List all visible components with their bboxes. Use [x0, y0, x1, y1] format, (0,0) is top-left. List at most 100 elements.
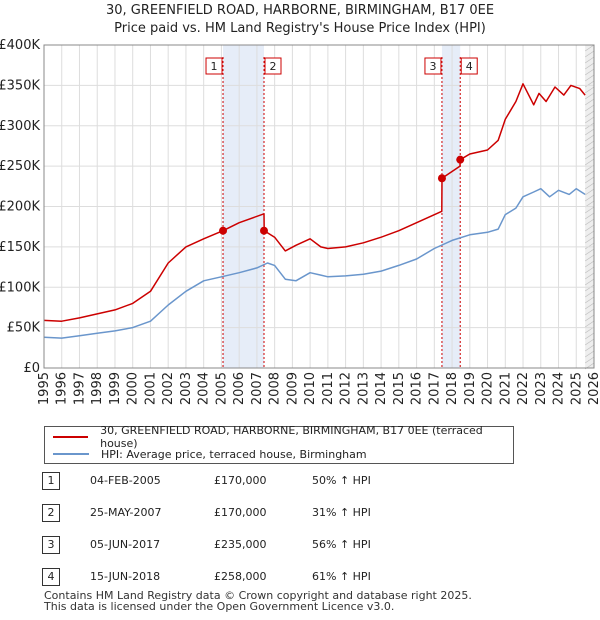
row-date: 15-JUN-2018 [90, 570, 161, 583]
row-price: £235,000 [214, 538, 267, 551]
x-tick-label: 2000 [126, 372, 141, 405]
x-tick-label: 2013 [356, 372, 371, 405]
y-tick-label: £0 [23, 361, 40, 376]
forecast-hatch [584, 194, 595, 202]
x-tick-label: 2017 [427, 372, 442, 405]
forecast-hatch [584, 152, 595, 160]
title-line-1: 30, GREENFIELD ROAD, HARBORNE, BIRMINGHA… [105, 3, 495, 18]
legend: 30, GREENFIELD ROAD, HARBORNE, BIRMINGHA… [44, 424, 514, 464]
x-tick-label: 2019 [463, 372, 478, 405]
x-tick-label: 1998 [90, 372, 105, 405]
table-row: 4 15-JUN-2018 £258,000 61% ↑ HPI [42, 568, 442, 586]
x-tick-label: 2014 [374, 372, 389, 405]
transaction-marker-label: 2 [270, 60, 277, 73]
table-row: 2 25-MAY-2007 £170,000 31% ↑ HPI [42, 504, 442, 522]
forecast-hatch [584, 50, 595, 58]
x-tick-label: 1995 [37, 372, 52, 405]
x-tick-label: 2008 [268, 372, 283, 405]
x-tick-label: 2023 [534, 372, 549, 405]
x-tick-label: 2001 [143, 372, 158, 405]
transaction-marker-box [205, 57, 223, 75]
series-lines [43, 83, 586, 339]
legend-swatch-property [53, 436, 89, 438]
transaction-marker-box [424, 57, 442, 75]
forecast-hatch [584, 104, 595, 112]
transaction-marker-label: 4 [466, 60, 473, 73]
forecast-hatch [584, 338, 595, 346]
x-tick-label: 2006 [232, 372, 247, 405]
forecast-hatch [584, 80, 595, 88]
forecast-hatch [584, 116, 595, 124]
row-number: 4 [42, 568, 60, 586]
forecast-hatch [584, 134, 595, 142]
row-date: 05-JUN-2017 [90, 538, 161, 551]
transaction-markers: 1 2 3 4 [205, 57, 478, 75]
forecast-hatch [584, 44, 595, 52]
title-line-2: Price paid vs. HM Land Registry's House … [114, 21, 486, 36]
y-tick-label: £150K [0, 240, 40, 255]
x-tick-label: 2002 [161, 372, 176, 405]
x-tick-label: 2022 [516, 372, 531, 405]
footer: Contains HM Land Registry data © Crown c… [44, 590, 472, 612]
footer-line-2: This data is licensed under the Open Gov… [44, 600, 395, 613]
x-tick-label: 2026 [587, 372, 600, 405]
y-tick-label: £300K [0, 119, 40, 134]
legend-swatch-hpi [53, 453, 89, 455]
forecast-hatch [584, 272, 595, 280]
y-tick-label: £400K [0, 38, 40, 53]
forecast-hatch [584, 344, 595, 352]
forecast-hatch [584, 74, 595, 82]
forecast-hatch [584, 56, 595, 64]
table-row: 1 04-FEB-2005 £170,000 50% ↑ HPI [42, 472, 442, 490]
forecast-hatch [584, 68, 595, 76]
row-hpi-delta: 50% ↑ HPI [312, 474, 371, 487]
transaction-marker-label: 3 [429, 60, 436, 73]
y-tick-label: £250K [0, 159, 40, 174]
forecast-hatch [584, 92, 595, 100]
forecast-hatch [584, 266, 595, 274]
price-chart: 1 2 3 4 £0 £50K £100K £150K £200K £250K £300K £350… [0, 38, 600, 405]
table-row: 3 05-JUN-2017 £235,000 56% ↑ HPI [42, 536, 442, 554]
x-tick-label: 2003 [179, 372, 194, 405]
x-tick-label: 2005 [214, 372, 229, 405]
x-tick-label: 1997 [72, 372, 87, 405]
forecast-hatch [584, 308, 595, 316]
hpi-line [43, 187, 586, 339]
forecast-hatch [584, 158, 595, 166]
transaction-marker-box [264, 57, 282, 75]
forecast-hatch [584, 146, 595, 154]
plot-frame [43, 44, 595, 369]
x-tick-label: 2011 [321, 372, 336, 405]
forecast-hatch [584, 98, 595, 106]
transaction-point [456, 155, 465, 164]
x-tick-label: 2015 [392, 372, 407, 405]
forecast-hatch [584, 182, 595, 190]
forecast-hatch [584, 284, 595, 292]
y-tick-label: £50K [7, 321, 41, 336]
x-tick-label: 2020 [481, 372, 496, 405]
forecast-hatch [584, 332, 595, 340]
footer-line-1: Contains HM Land Registry data © Crown c… [44, 589, 472, 602]
row-number: 3 [42, 536, 60, 554]
x-tick-label: 2018 [445, 372, 460, 405]
forecast-hatch [584, 62, 595, 70]
forecast-hatch [584, 176, 595, 184]
row-hpi-delta: 31% ↑ HPI [312, 506, 371, 519]
forecast-hatch [584, 212, 595, 220]
row-date: 25-MAY-2007 [90, 506, 162, 519]
forecast-hatch [584, 110, 595, 118]
x-tick-label: 1996 [55, 372, 70, 405]
x-tick-label: 2025 [569, 372, 584, 405]
transaction-point [260, 226, 268, 235]
forecast-hatch [584, 236, 595, 244]
forecast-hatch [584, 302, 595, 310]
forecast-hatch [584, 206, 595, 214]
row-price: £258,000 [214, 570, 267, 583]
x-tick-label: 2016 [410, 372, 425, 405]
row-number: 2 [42, 504, 60, 522]
row-date: 04-FEB-2005 [90, 474, 161, 487]
forecast-hatch [584, 230, 595, 238]
y-tick-label: £350K [0, 78, 40, 93]
property-line [43, 83, 586, 322]
legend-label-property: 30, GREENFIELD ROAD, HARBORNE, BIRMINGHA… [100, 424, 483, 450]
